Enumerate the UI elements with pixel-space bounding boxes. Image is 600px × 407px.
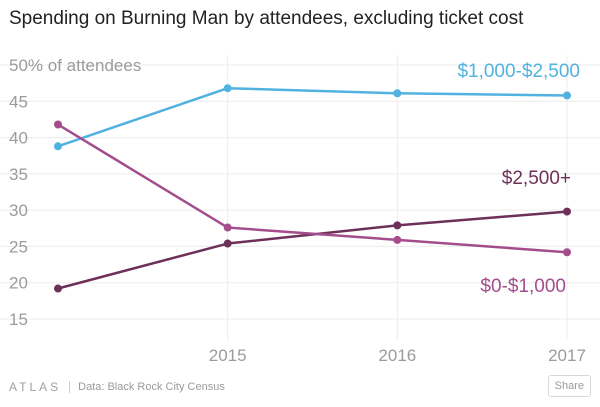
y-tick-label: 15 [9,310,28,329]
y-tick-label: 20 [9,274,28,293]
atlas-logo[interactable]: ATLAS [9,380,62,394]
chart-title: Spending on Burning Man by attendees, ex… [9,8,524,29]
series-line [57,86,568,148]
data-point [393,235,402,244]
chart-footer: ATLAS Data: Black Rock City Census [9,378,225,396]
data-point [223,223,232,232]
x-tick-label: 2015 [209,346,247,365]
y-tick-label: 35 [9,165,28,184]
y-tick-label: 25 [9,237,28,256]
data-point [563,248,571,257]
footer-divider [69,381,71,393]
series-label: $1,000-$2,500 [457,61,580,82]
series-label: $0-$1,000 [480,276,566,297]
y-tick-label: 50% of attendees [9,56,141,75]
data-point [54,284,62,293]
data-source: Data: Black Rock City Census [78,381,225,393]
data-point [563,91,571,100]
data-point [563,207,571,216]
x-tick-label: 2017 [548,346,586,365]
data-point [54,120,62,129]
data-point [223,84,232,93]
y-tick-label: 30 [9,201,28,220]
series-lines [54,84,571,293]
y-tick-label: 40 [9,129,28,148]
data-point [54,142,62,151]
series-labels: $1,000-$2,500 $2,500+ $0-$1,000 [457,61,580,297]
series-label: $2,500+ [502,168,571,189]
share-button[interactable]: Share [547,375,591,397]
series-line [57,123,568,254]
x-tick-labels: 2015 2016 2017 [209,346,586,365]
x-tick-label: 2016 [378,346,416,365]
data-point [223,239,232,248]
data-point [393,89,402,98]
y-tick-labels: 50% of attendees 45 40 35 30 25 20 15 [9,56,141,329]
y-tick-label: 45 [9,92,28,111]
data-point [393,221,402,230]
grid-lines [0,55,600,340]
